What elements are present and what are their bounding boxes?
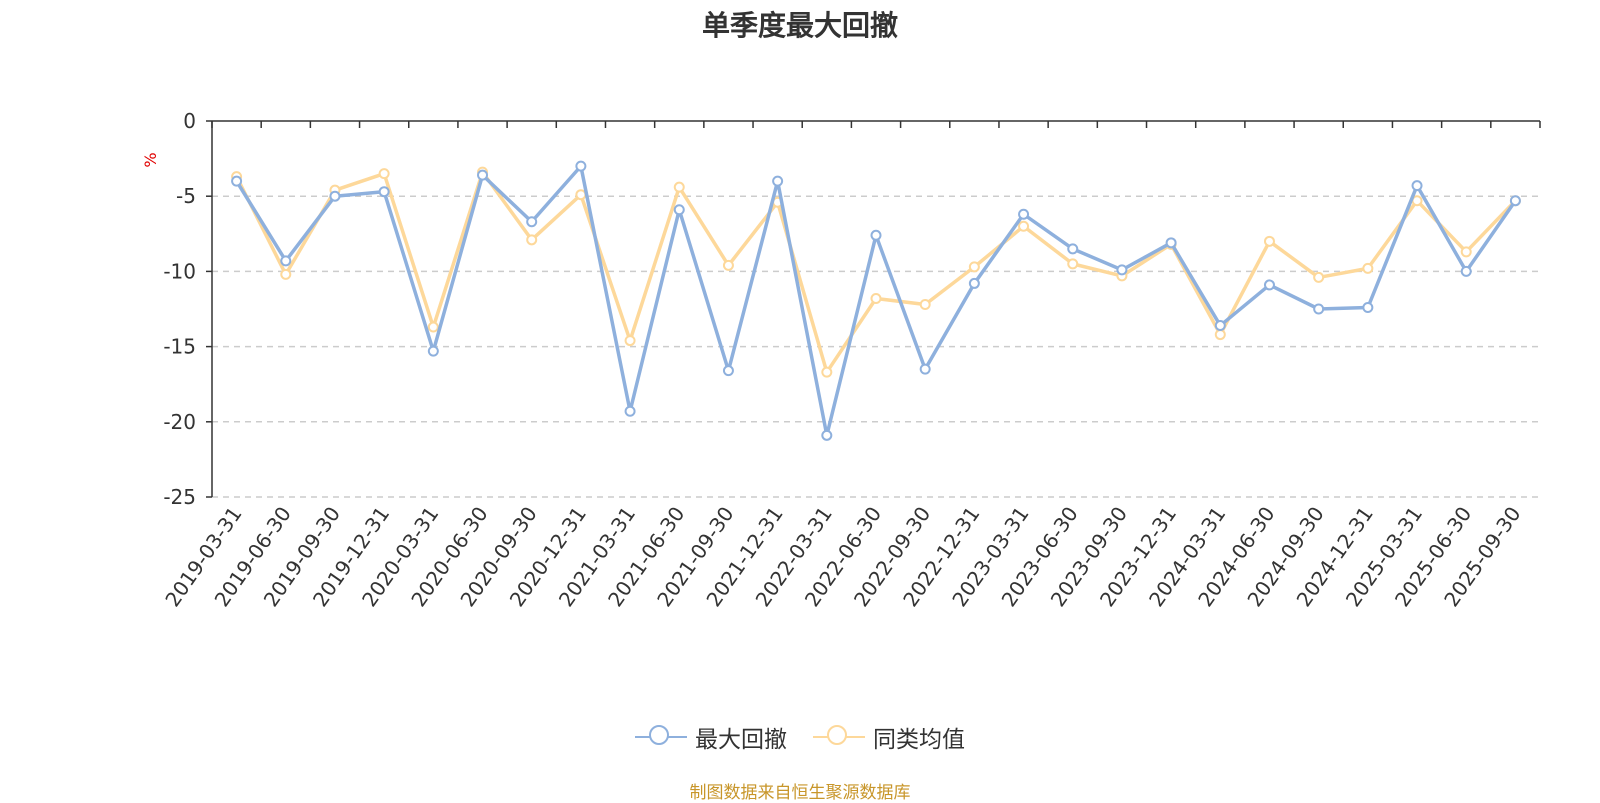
y-tick-label: -5 <box>176 184 196 208</box>
series <box>231 160 1521 441</box>
series-max-drawdown <box>231 160 1521 441</box>
y-axis-unit-label: % <box>141 152 160 167</box>
data-point[interactable] <box>1018 208 1030 220</box>
data-point[interactable] <box>1214 320 1226 332</box>
data-point[interactable] <box>624 335 636 347</box>
legend: 最大回撤 同类均值 <box>0 720 1600 754</box>
data-point[interactable] <box>968 261 980 273</box>
data-point[interactable] <box>968 277 980 289</box>
data-point[interactable] <box>378 186 390 198</box>
chart-title: 单季度最大回撤 <box>701 9 898 42</box>
data-point[interactable] <box>870 292 882 304</box>
data-point[interactable] <box>477 169 489 181</box>
data-point[interactable] <box>821 429 833 441</box>
data-point[interactable] <box>673 181 685 193</box>
data-point[interactable] <box>1411 180 1423 192</box>
data-point[interactable] <box>919 363 931 375</box>
y-tick-label: -25 <box>163 485 196 509</box>
data-point[interactable] <box>1362 262 1374 274</box>
data-point[interactable] <box>870 229 882 241</box>
legend-swatch-category-average <box>813 723 865 751</box>
legend-marker-icon <box>649 725 669 745</box>
series-line <box>235 170 1517 374</box>
legend-label: 同类均值 <box>873 727 965 753</box>
y-tick-label: -20 <box>163 410 196 434</box>
data-point[interactable] <box>1460 246 1472 258</box>
axes: 0-5-10-15-20-252019-03-312019-06-302019-… <box>160 109 1541 611</box>
data-point[interactable] <box>624 405 636 417</box>
legend-item-category-average[interactable]: 同类均值 <box>813 720 965 754</box>
data-point[interactable] <box>1165 237 1177 249</box>
legend-label: 最大回撤 <box>695 727 787 753</box>
data-point[interactable] <box>673 204 685 216</box>
data-point[interactable] <box>919 298 931 310</box>
data-point[interactable] <box>1116 264 1128 276</box>
legend-marker-icon <box>827 725 847 745</box>
legend-item-max-drawdown[interactable]: 最大回撤 <box>635 720 787 754</box>
data-point[interactable] <box>722 365 734 377</box>
data-point[interactable] <box>526 234 538 246</box>
legend-swatch-max-drawdown <box>635 723 687 751</box>
data-point[interactable] <box>722 259 734 271</box>
y-tick-label: -10 <box>163 259 196 283</box>
data-point[interactable] <box>526 216 538 228</box>
y-tick-label: 0 <box>183 109 196 133</box>
data-point[interactable] <box>280 255 292 267</box>
data-point[interactable] <box>1018 220 1030 232</box>
data-point[interactable] <box>1313 303 1325 315</box>
data-point[interactable] <box>427 345 439 357</box>
data-point[interactable] <box>575 160 587 172</box>
data-point[interactable] <box>772 175 784 187</box>
source-note: 制图数据来自恒生聚源数据库 <box>689 783 911 803</box>
data-point[interactable] <box>1460 265 1472 277</box>
data-point[interactable] <box>1067 258 1079 270</box>
data-point[interactable] <box>280 268 292 280</box>
data-point[interactable] <box>427 321 439 333</box>
y-tick-label: -15 <box>163 335 196 359</box>
data-point[interactable] <box>1509 195 1521 207</box>
data-point[interactable] <box>1214 329 1226 341</box>
data-point[interactable] <box>231 175 243 187</box>
data-point[interactable] <box>1313 271 1325 283</box>
data-point[interactable] <box>1263 279 1275 291</box>
data-point[interactable] <box>1263 235 1275 247</box>
data-point[interactable] <box>329 190 341 202</box>
data-point[interactable] <box>378 168 390 180</box>
series-category-average <box>231 166 1521 378</box>
data-point[interactable] <box>821 366 833 378</box>
data-point[interactable] <box>1067 243 1079 255</box>
data-point[interactable] <box>1362 301 1374 313</box>
data-point[interactable] <box>575 189 587 201</box>
